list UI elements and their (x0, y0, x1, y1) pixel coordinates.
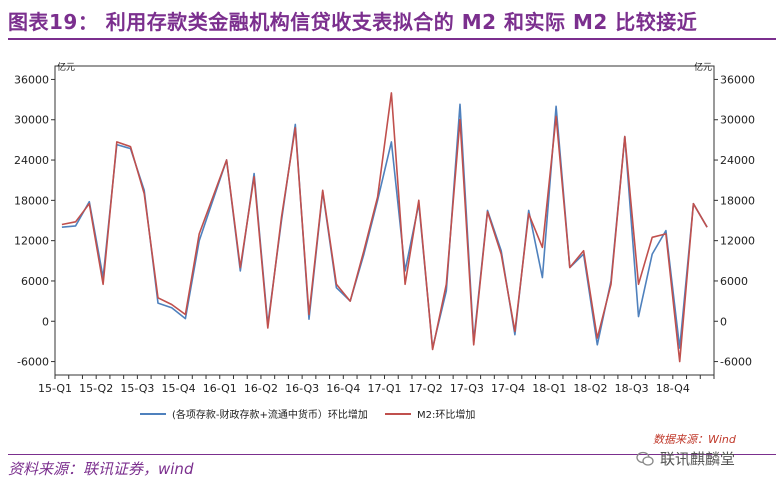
x-tick-label: 16-Q1 (203, 382, 237, 395)
y-right-tick-label: -6000 (720, 356, 752, 369)
x-tick-label: 15-Q2 (79, 382, 113, 395)
data-source: 资料来源：联讯证券，wind (8, 460, 194, 478)
y-right-tick-label: 6000 (720, 275, 748, 288)
x-tick-label: 17-Q3 (450, 382, 484, 395)
watermark: 联讯麒麟堂 (636, 448, 735, 469)
y-axis-left: -6000 0 6000 12000 18000 24000 30000 36000 亿元 (14, 61, 75, 369)
wechat-icon (636, 451, 654, 466)
y-right-tick-label: 36000 (720, 73, 755, 86)
series-line-1 (61, 103, 708, 349)
x-tick-label: 17-Q4 (491, 382, 525, 395)
y-axis-right: -6000 0 6000 12000 18000 24000 30000 36000 亿元 (694, 61, 755, 369)
y-left-tick-label: 36000 (14, 73, 49, 86)
x-tick-label: 18-Q4 (656, 382, 690, 395)
x-tick-label: 15-Q4 (162, 382, 196, 395)
y-left-tick-label: 12000 (14, 235, 49, 248)
x-tick-label: 18-Q1 (532, 382, 566, 395)
y-left-tick-label: 6000 (21, 275, 49, 288)
series-lines (61, 92, 708, 363)
x-tick-label: 16-Q3 (285, 382, 319, 395)
plot-frame (54, 65, 715, 376)
x-tick-label: 18-Q3 (615, 382, 649, 395)
title-divider (8, 38, 776, 40)
source-divider (8, 454, 776, 455)
watermark-text: 联讯麒麟堂 (660, 450, 736, 468)
x-tick-label: 18-Q2 (573, 382, 607, 395)
x-tick-label: 16-Q2 (244, 382, 278, 395)
chart-title: 图表19： 利用存款类金融机构信贷收支表拟合的 M2 和实际 M2 比较接近 (8, 10, 698, 34)
y-right-tick-label: 18000 (720, 194, 755, 207)
y-left-tick-label: 18000 (14, 194, 49, 207)
y-left-unit: 亿元 (57, 61, 75, 73)
legend-label-1: (各项存款-财政存款+流通中货币）环比增加 (172, 408, 368, 421)
y-right-tick-label: 0 (720, 315, 727, 328)
y-left-tick-label: 30000 (14, 114, 49, 127)
y-right-unit: 亿元 (694, 61, 712, 73)
x-tick-label: 16-Q4 (326, 382, 360, 395)
x-tick-label: 17-Q2 (409, 382, 443, 395)
y-right-tick-label: 24000 (720, 154, 755, 167)
y-right-tick-label: 12000 (720, 235, 755, 248)
plot-border (54, 65, 715, 376)
y-left-tick-label: 24000 (14, 154, 49, 167)
x-tick-label: 15-Q1 (38, 382, 72, 395)
wind-source-note: 数据来源：Wind (653, 433, 736, 446)
series-line-2 (61, 92, 708, 363)
x-tick-label: 15-Q3 (120, 382, 154, 395)
y-left-tick-label: 0 (42, 315, 49, 328)
x-tick-label: 17-Q1 (367, 382, 401, 395)
x-axis: 15-Q1 15-Q2 15-Q3 15-Q4 16-Q1 16-Q2 16-Q3 16-Q4… (38, 375, 715, 395)
y-left-tick-label: -6000 (17, 356, 49, 369)
legend: (各项存款-财政存款+流通中货币）环比增加 M2:环比增加 (140, 408, 475, 421)
legend-label-2: M2:环比增加 (417, 408, 475, 421)
y-right-tick-label: 30000 (720, 114, 755, 127)
